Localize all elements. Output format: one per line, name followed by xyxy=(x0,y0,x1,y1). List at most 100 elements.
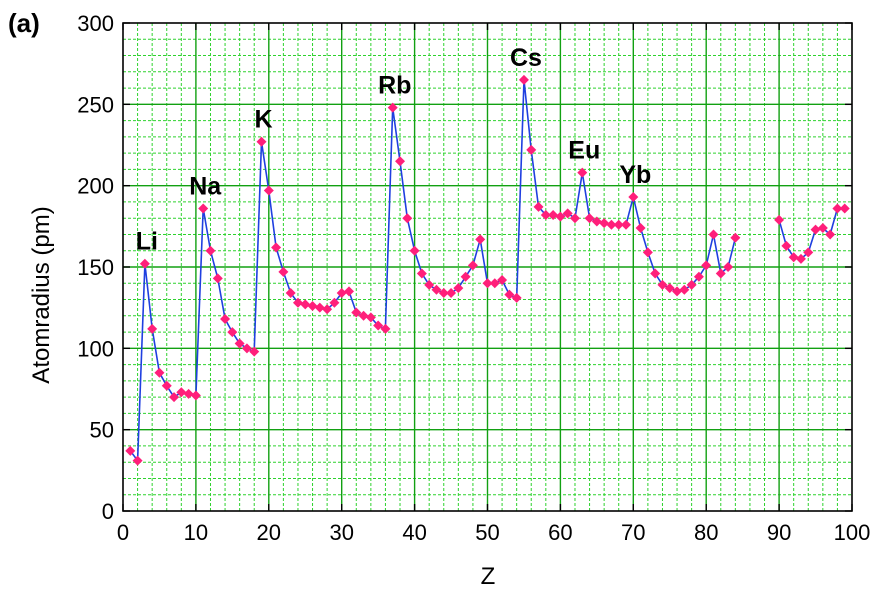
x-tick-label: 40 xyxy=(402,520,426,545)
data-point xyxy=(263,185,274,196)
data-point xyxy=(679,284,690,295)
data-point xyxy=(307,301,318,312)
data-point xyxy=(788,252,799,263)
data-point xyxy=(533,201,544,212)
data-point xyxy=(220,314,231,325)
y-tick-label: 200 xyxy=(77,174,114,199)
data-point xyxy=(548,209,559,220)
data-point xyxy=(686,279,697,290)
data-point xyxy=(183,388,194,399)
data-point xyxy=(387,102,398,113)
data-point xyxy=(256,136,267,147)
data-point xyxy=(540,209,551,220)
data-point xyxy=(205,245,216,256)
x-tick-label: 70 xyxy=(621,520,645,545)
data-point xyxy=(584,213,595,224)
data-point xyxy=(271,242,282,253)
y-axis-label: Atomradius (pm) xyxy=(28,206,55,384)
data-point xyxy=(774,214,785,225)
data-point xyxy=(839,203,850,214)
data-point xyxy=(504,289,515,300)
data-point xyxy=(300,299,311,310)
x-tick-label: 10 xyxy=(184,520,208,545)
data-point xyxy=(810,224,821,235)
data-point xyxy=(562,208,573,219)
data-point xyxy=(701,260,712,271)
data-point xyxy=(795,253,806,264)
data-point xyxy=(715,268,726,279)
element-annotation: Yb xyxy=(619,161,651,189)
y-tick-label: 100 xyxy=(77,336,114,361)
data-point xyxy=(446,288,457,299)
data-point xyxy=(621,219,632,230)
x-tick-label: 30 xyxy=(329,520,353,545)
x-tick-label: 0 xyxy=(117,520,129,545)
data-point xyxy=(227,327,238,338)
series-line xyxy=(778,207,845,260)
x-tick-label: 60 xyxy=(548,520,572,545)
data-point xyxy=(161,380,172,391)
data-point xyxy=(169,392,180,403)
data-point xyxy=(438,288,449,299)
x-tick-label: 90 xyxy=(767,520,791,545)
y-tick-label: 300 xyxy=(77,11,114,36)
x-tick-label: 80 xyxy=(694,520,718,545)
data-point xyxy=(409,245,420,256)
element-annotation: K xyxy=(254,106,272,134)
data-point xyxy=(292,297,303,308)
data-point xyxy=(723,262,734,272)
data-point xyxy=(577,167,588,178)
data-point xyxy=(569,213,580,224)
data-point xyxy=(803,247,814,258)
data-point xyxy=(147,323,158,334)
data-point xyxy=(497,275,508,286)
data-point xyxy=(198,203,209,214)
data-point xyxy=(650,268,661,279)
data-point xyxy=(825,229,836,240)
data-point xyxy=(351,307,362,318)
data-point xyxy=(132,455,143,466)
data-point xyxy=(125,445,136,456)
data-point xyxy=(285,288,296,299)
data-point xyxy=(591,216,602,227)
data-point xyxy=(672,286,683,297)
data-point xyxy=(373,320,384,331)
data-point xyxy=(518,74,529,85)
data-point xyxy=(613,219,624,230)
data-point xyxy=(343,286,354,297)
panel-label: (a) xyxy=(8,8,40,38)
data-point xyxy=(380,323,391,334)
element-annotation: Rb xyxy=(378,72,411,100)
data-point xyxy=(817,222,828,233)
data-point xyxy=(395,156,406,167)
data-point xyxy=(416,268,427,279)
data-point xyxy=(402,213,413,224)
data-point xyxy=(190,390,201,401)
data-point xyxy=(460,271,471,282)
data-point xyxy=(241,343,252,354)
data-point xyxy=(249,346,260,357)
data-point xyxy=(555,211,566,222)
data-point xyxy=(176,387,187,398)
data-point xyxy=(424,279,435,290)
data-point xyxy=(606,219,617,230)
data-point xyxy=(329,297,340,308)
data-point xyxy=(278,266,289,277)
data-point xyxy=(336,288,347,299)
data-point xyxy=(832,203,843,214)
data-point xyxy=(234,338,245,349)
data-point xyxy=(365,312,376,323)
y-tick-label: 250 xyxy=(77,92,114,117)
y-tick-label: 150 xyxy=(77,255,114,280)
data-point xyxy=(467,260,478,271)
data-point xyxy=(314,302,325,313)
data-point xyxy=(475,234,486,245)
data-point xyxy=(628,192,639,203)
x-axis-label: Z xyxy=(480,563,496,590)
data-point xyxy=(708,229,719,240)
data-point xyxy=(730,232,741,243)
element-annotation: Li xyxy=(136,228,158,256)
data-point xyxy=(526,144,537,155)
data-point xyxy=(453,283,464,294)
